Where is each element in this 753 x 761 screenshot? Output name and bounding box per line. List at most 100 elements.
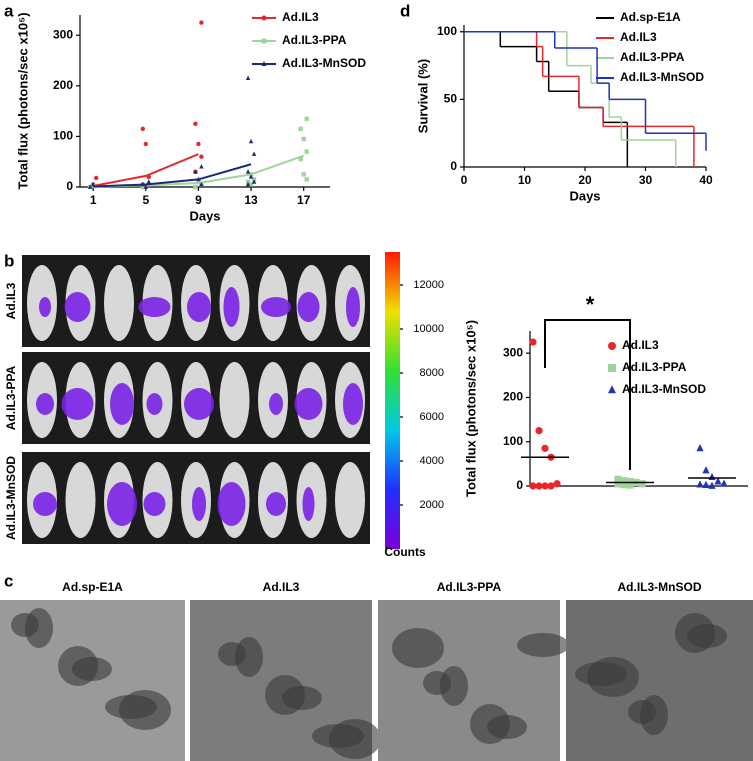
x-tick-label: 20: [578, 173, 592, 187]
signal: [184, 388, 214, 420]
marker: [140, 184, 145, 190]
x-tick-label: 10: [518, 173, 532, 187]
nucleus: [687, 624, 727, 648]
micrograph-title: Ad.IL3-PPA: [437, 580, 502, 594]
nucleus: [517, 633, 569, 657]
nucleus: [25, 608, 53, 648]
marker: [199, 154, 204, 159]
mouse: [219, 362, 250, 438]
legend-label: Ad.IL3: [282, 10, 319, 24]
marker: [708, 481, 716, 489]
marker: [93, 175, 99, 181]
x-tick-label: 17: [297, 193, 311, 207]
signal: [261, 297, 291, 317]
x-axis-label: Days: [189, 208, 220, 223]
mouse: [104, 265, 134, 341]
annotation: *: [586, 292, 595, 317]
marker: [620, 481, 628, 489]
marker: [301, 172, 306, 177]
colorbar-tick-label: 10000: [413, 323, 444, 335]
signal: [64, 292, 91, 322]
signal: [269, 393, 283, 415]
y-tick-label: 0: [516, 478, 523, 492]
marker: [196, 141, 201, 147]
signal: [187, 292, 211, 322]
marker: [199, 20, 204, 25]
y-tick-label: 300: [503, 345, 523, 359]
x-tick-label: 13: [244, 193, 258, 207]
y-axis-label: Total flux (photons/sec x10⁵): [15, 12, 30, 189]
series-line: [92, 153, 199, 187]
marker: [261, 15, 267, 21]
signal: [343, 383, 363, 425]
y-tick-label: 0: [66, 179, 73, 193]
nucleus: [72, 657, 112, 681]
nucleus: [487, 715, 527, 739]
signal: [39, 297, 51, 317]
y-tick-label: 100: [53, 129, 73, 143]
marker: [248, 138, 254, 144]
significance-bracket: [544, 319, 631, 470]
marker: [541, 482, 549, 490]
colorbar-tick-label: 4000: [420, 455, 444, 467]
legend-label: Ad.IL3: [622, 338, 659, 352]
marker: [614, 480, 622, 488]
marker: [547, 482, 555, 490]
marker: [261, 38, 267, 44]
y-tick-label: 50: [444, 92, 458, 106]
marker: [614, 475, 622, 483]
panel-label: d: [400, 1, 410, 20]
signal: [61, 388, 94, 420]
marker: [251, 179, 257, 184]
x-tick-label: 0: [461, 173, 468, 187]
y-tick-label: 300: [53, 27, 73, 41]
colorbar-tick-label: 12000: [413, 279, 444, 291]
signal: [107, 482, 137, 526]
legend-label: Ad.IL3-PPA: [622, 360, 687, 374]
nucleus: [640, 695, 668, 735]
marker: [245, 181, 251, 187]
signal: [297, 292, 320, 322]
nucleus: [587, 657, 639, 697]
marker: [245, 75, 251, 80]
nucleus: [119, 690, 171, 730]
y-tick-label: 200: [53, 78, 73, 92]
marker: [696, 444, 704, 452]
row-label: Ad.IL3-PPA: [4, 365, 18, 430]
y-tick-label: 100: [503, 434, 523, 448]
marker: [304, 116, 309, 121]
marker: [140, 126, 145, 132]
legend-label: Ad.IL3-PPA: [620, 50, 685, 64]
colorbar-tick-label: 8000: [420, 367, 444, 379]
marker: [702, 466, 710, 474]
marker: [90, 181, 96, 187]
y-axis-label: Survival (%): [415, 59, 430, 133]
panel-label: c: [4, 571, 13, 590]
legend-label: Ad.IL3-MnSOD: [622, 382, 706, 396]
signal: [294, 388, 323, 420]
colorbar: [385, 252, 400, 549]
marker: [696, 480, 704, 488]
marker: [193, 184, 198, 190]
marker: [608, 364, 616, 372]
legend-label: Ad.IL3-MnSOD: [282, 56, 366, 70]
marker: [248, 182, 254, 187]
legend-label: Ad.IL3-PPA: [282, 33, 347, 47]
signal: [192, 487, 206, 521]
signal: [138, 297, 171, 317]
row-label: Ad.IL3-MnSOD: [4, 456, 18, 540]
x-axis-label: Days: [569, 188, 600, 203]
marker: [251, 151, 257, 156]
marker: [199, 181, 204, 187]
marker: [146, 179, 151, 184]
signal: [110, 383, 134, 425]
y-tick-label: 0: [450, 159, 457, 173]
panel-label: b: [4, 251, 14, 270]
marker: [529, 482, 537, 490]
micrograph-title: Ad.IL3-MnSOD: [618, 580, 702, 594]
legend-label: Ad.IL3-MnSOD: [620, 70, 704, 84]
micrograph-title: Ad.IL3: [263, 580, 300, 594]
signal: [143, 492, 166, 516]
marker: [298, 156, 303, 162]
